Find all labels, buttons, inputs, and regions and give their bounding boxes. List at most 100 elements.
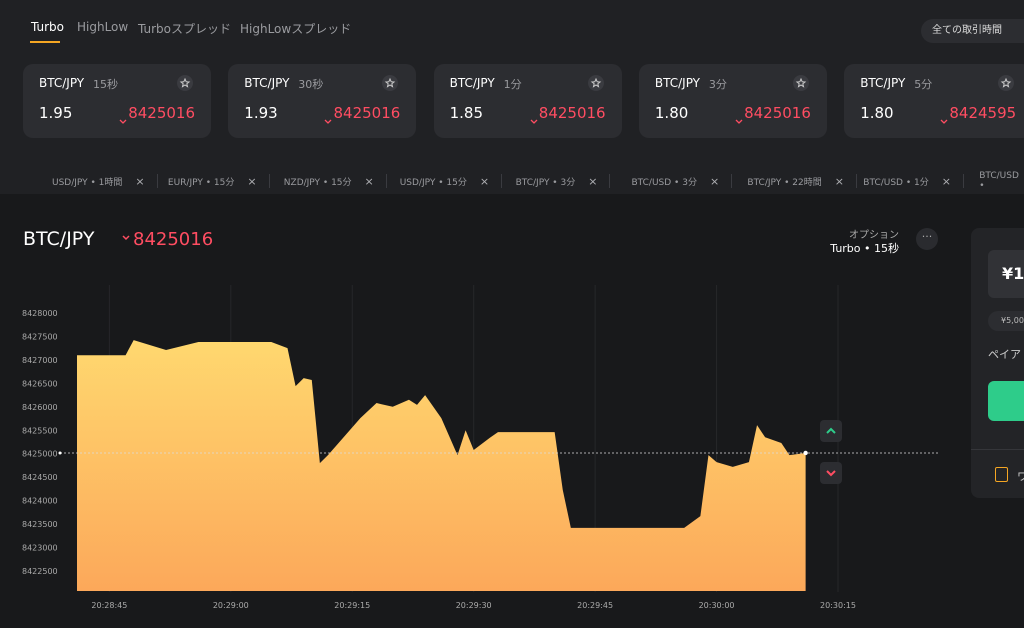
close-button[interactable]: ×: [247, 174, 257, 188]
y-tick-label: 8423000: [22, 544, 58, 553]
option-label: オプション: [849, 230, 899, 241]
price-area: [77, 340, 806, 591]
recent-item[interactable]: USD/JPY • 1時間 ×: [52, 172, 158, 190]
card-price: 8424595: [949, 104, 1017, 122]
close-button[interactable]: ×: [364, 174, 374, 188]
separator: [501, 174, 503, 188]
close-button[interactable]: ×: [135, 174, 145, 188]
recent-item[interactable]: BTC/USD •: [979, 171, 1024, 191]
x-tick-label: 20:28:45: [91, 601, 127, 610]
tab-underline: [30, 41, 60, 43]
tab[interactable]: Turbo: [31, 20, 65, 34]
favorite-button[interactable]: [177, 75, 193, 91]
y-tick-label: 8427500: [22, 332, 58, 341]
separator: [962, 174, 964, 188]
chart: 20:28:45 20:29:00 20:29:15 20:29:30 20:29:45…: [22, 285, 940, 610]
card-pair: BTC/JPY: [39, 76, 85, 90]
market-card[interactable]: BTC/JPY 30秒 1.93 8425016: [228, 64, 417, 138]
recent-label: USD/JPY • 15分: [399, 177, 467, 188]
favorite-button[interactable]: [382, 75, 399, 91]
recent-label: BTC/USD • 1分: [863, 177, 929, 188]
separator: [731, 174, 733, 188]
card-duration: 3分: [708, 78, 727, 91]
card-payout: 1.80: [654, 104, 689, 122]
filter-button[interactable]: 全ての取引時間: [921, 19, 1024, 43]
y-tick-label: 8426000: [22, 403, 58, 412]
card-pair: BTC/JPY: [654, 76, 701, 90]
card-price: 8425016: [744, 104, 811, 122]
down-icon: [122, 235, 130, 241]
separator: [156, 174, 158, 188]
x-tick-label: 20:29:30: [456, 601, 492, 610]
recent-item[interactable]: BTC/USD • 3分 ×: [632, 172, 733, 190]
market-card[interactable]: BTC/JPY 1分 1.85 8425016: [433, 64, 622, 138]
recent-item[interactable]: EUR/JPY • 15分 ×: [168, 172, 270, 190]
market-card[interactable]: BTC/JPY 5分 1.80 8424595: [844, 64, 1024, 138]
recent-label: BTC/USD • 3分: [631, 177, 697, 188]
recent-label: BTC/USD •: [979, 171, 1019, 191]
recent-item[interactable]: BTC/JPY • 3分 ×: [516, 172, 611, 190]
market-card[interactable]: BTC/JPY 3分 1.80 8425016: [638, 64, 827, 138]
recent-item[interactable]: USD/JPY • 15分 ×: [399, 172, 503, 190]
x-tick-label: 20:30:15: [820, 601, 856, 610]
tab[interactable]: HighLowスプレッド: [240, 22, 352, 36]
card-price: 8425016: [538, 104, 606, 122]
recent-label: BTC/JPY • 3分: [515, 177, 576, 188]
y-tick-label: 8424000: [22, 497, 58, 506]
price-line-start: [58, 451, 62, 455]
payout-label: ペイア: [988, 348, 1021, 361]
card-pair: BTC/JPY: [244, 76, 290, 90]
favorite-button[interactable]: [792, 75, 809, 91]
down-icon: [119, 110, 127, 129]
close-button[interactable]: ×: [588, 174, 598, 188]
amount-input[interactable]: ¥1,: [988, 250, 1024, 298]
x-tick-label: 20:30:00: [699, 601, 735, 610]
divider: [971, 449, 1024, 450]
down-icon: [940, 110, 948, 129]
x-tick-label: 20:29:00: [213, 601, 249, 610]
card-pair: BTC/JPY: [860, 76, 906, 90]
down-icon: [530, 110, 538, 129]
tab[interactable]: Turboスプレッド: [138, 22, 232, 36]
recent-item[interactable]: BTC/JPY • 22時間 ×: [747, 172, 857, 190]
x-tick-label: 20:29:45: [577, 601, 613, 610]
y-tick-label: 8422500: [22, 567, 58, 576]
favorite-button[interactable]: [998, 75, 1015, 91]
recent-label: USD/JPY • 1時間: [52, 177, 123, 188]
y-tick-label: 8425000: [22, 450, 58, 459]
current-price-dot: [803, 450, 808, 456]
higher-button[interactable]: [820, 420, 842, 442]
recent-label: EUR/JPY • 15分: [167, 177, 235, 188]
more-button[interactable]: ···: [916, 228, 938, 250]
separator: [268, 174, 270, 188]
trade-panel: ¥1, ¥5,00 ペイア ワ: [971, 228, 1024, 498]
tab[interactable]: HighLow: [77, 20, 129, 34]
down-icon: [735, 110, 743, 129]
separator: [609, 174, 611, 188]
card-duration: 5分: [914, 78, 933, 91]
lower-button[interactable]: [820, 462, 842, 484]
asset-price: 8425016: [133, 229, 214, 250]
y-tick-label: 8424500: [22, 473, 58, 482]
close-button[interactable]: ×: [479, 174, 490, 188]
card-duration: 1分: [503, 78, 522, 91]
y-tick-label: 8423500: [22, 520, 58, 529]
close-button[interactable]: ×: [941, 174, 951, 188]
asset-pair: BTC/JPY: [23, 228, 95, 250]
favorite-button[interactable]: [587, 75, 604, 91]
close-button[interactable]: ×: [834, 174, 844, 188]
card-payout: 1.85: [449, 104, 483, 122]
recent-label: BTC/JPY • 22時間: [747, 177, 822, 188]
recent-item[interactable]: NZD/JPY • 15分 ×: [284, 172, 387, 190]
amount-preset[interactable]: ¥5,00: [988, 311, 1024, 331]
market-card[interactable]: BTC/JPY 15秒 1.95 8425016: [23, 64, 211, 138]
buy-button[interactable]: [988, 381, 1024, 421]
info-icon: [995, 467, 1008, 482]
recent-label: NZD/JPY • 15分: [283, 177, 352, 188]
separator: [385, 174, 387, 188]
recent-item[interactable]: BTC/USD • 1分 ×: [863, 172, 964, 190]
card-duration: 15秒: [93, 78, 118, 91]
close-button[interactable]: ×: [709, 174, 720, 188]
card-price: 8425016: [333, 104, 401, 122]
